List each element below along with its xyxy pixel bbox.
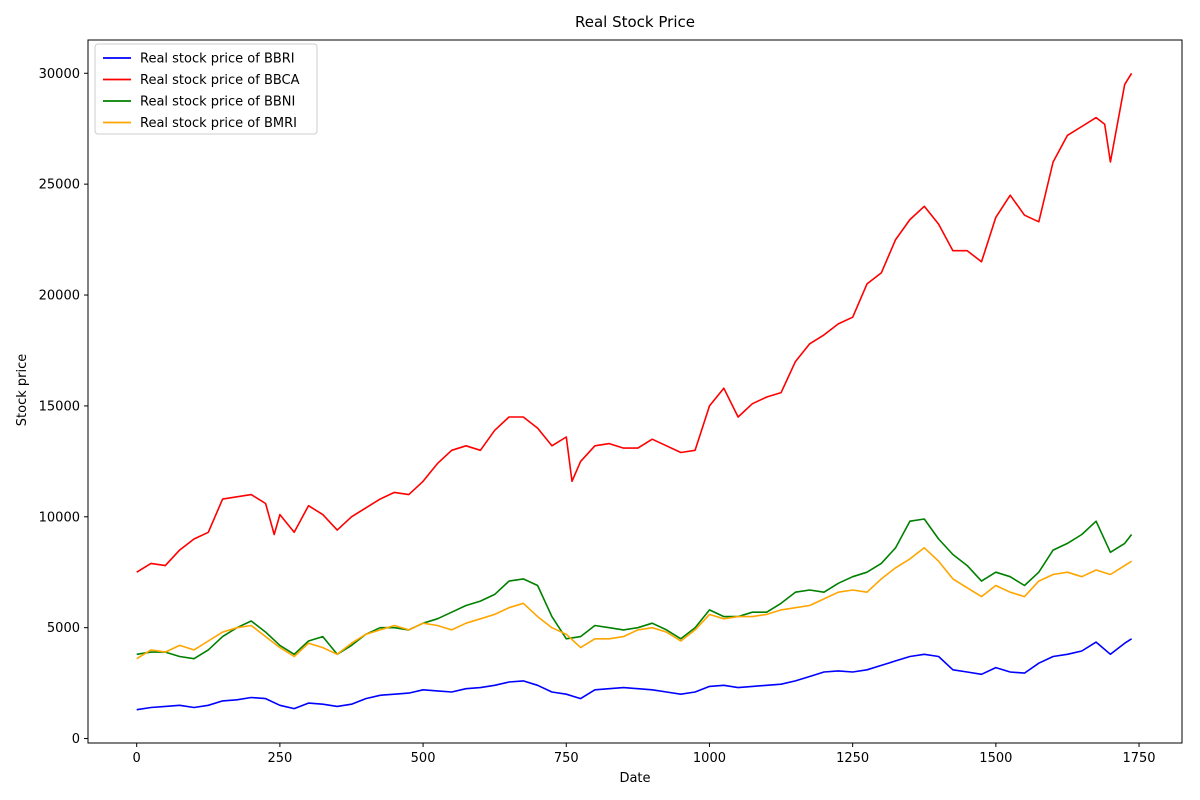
plot-lines — [136, 72, 1133, 711]
y-axis-title: Stock price — [15, 354, 30, 426]
y-tick-label: 10000 — [39, 510, 80, 525]
x-tick-label: 0 — [133, 751, 141, 766]
legend-entry: Real stock price of BBCA — [140, 73, 300, 88]
plot-frame — [87, 39, 1183, 744]
y-tick-label: 15000 — [39, 399, 80, 414]
chart-title: Real Stock Price — [575, 13, 695, 31]
x-tick-label: 1750 — [1122, 751, 1155, 766]
series-line-0 — [136, 638, 1133, 711]
legend-entry: Real stock price of BBNI — [140, 95, 295, 110]
x-tick-label: 1500 — [979, 751, 1012, 766]
y-tick-label: 25000 — [39, 178, 80, 193]
x-tick-label: 1250 — [836, 751, 869, 766]
y-tick-label: 5000 — [47, 621, 80, 636]
x-tick-label: 1000 — [693, 751, 726, 766]
y-axis-ticks: 0 5000 10000 15000 20000 25000 30000 — [39, 67, 88, 747]
legend-entry: Real stock price of BBRI — [140, 52, 295, 67]
x-tick-label: 250 — [267, 751, 292, 766]
series-line-2 — [136, 518, 1133, 660]
series-line-1 — [136, 72, 1133, 573]
legend-entry: Real stock price of BMRI — [140, 116, 297, 131]
x-axis-ticks: 0 250 500 750 1000 1250 1500 1750 — [133, 743, 1156, 766]
series-line-3 — [136, 546, 1133, 660]
legend-box — [94, 43, 318, 135]
legend: Real stock price of BBRI Real stock price… — [94, 43, 318, 135]
x-tick-label: 750 — [554, 751, 579, 766]
y-tick-label: 0 — [72, 732, 80, 747]
x-axis-title: Date — [619, 771, 650, 786]
x-tick-label: 500 — [411, 751, 436, 766]
y-tick-label: 30000 — [39, 67, 80, 82]
y-tick-label: 20000 — [39, 289, 80, 304]
